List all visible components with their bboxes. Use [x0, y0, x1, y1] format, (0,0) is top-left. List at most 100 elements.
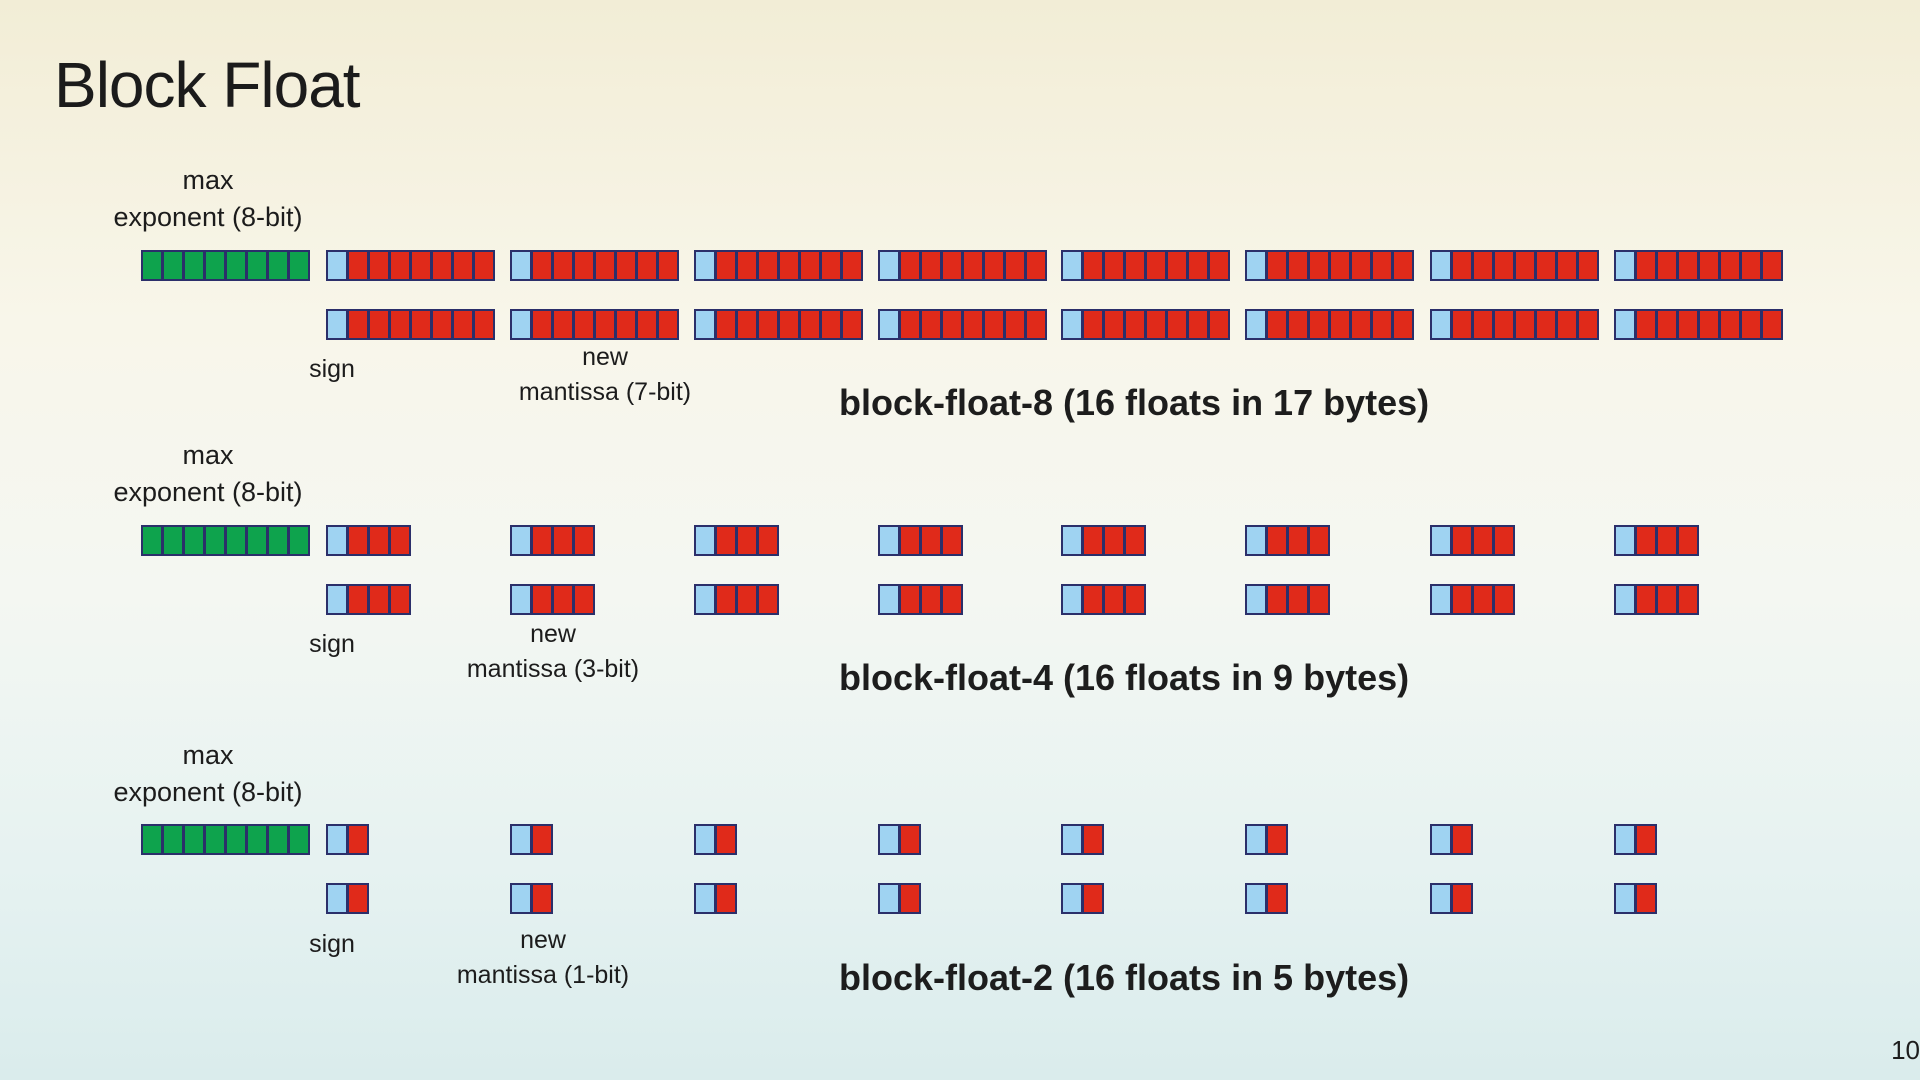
sign-bit: [878, 824, 900, 855]
mantissa-bit: [1556, 250, 1578, 281]
mantissa-bit: [347, 883, 369, 914]
exponent-bit: [204, 525, 226, 556]
exponent-label-1-line1: max: [182, 165, 234, 195]
mantissa-bit: [347, 824, 369, 855]
sign-label-1: sign: [309, 355, 355, 383]
mantissa-bit: [1451, 250, 1473, 281]
slide-title: Block Float: [54, 49, 361, 121]
mantissa-label-3-line2: mantissa (1-bit): [456, 961, 630, 989]
mantissa-bit: [1287, 250, 1309, 281]
mantissa-bit: [1004, 250, 1026, 281]
exponent-bit: [141, 525, 163, 556]
exponent-bit: [225, 824, 247, 855]
mantissa-bit: [1308, 584, 1330, 615]
mantissa-bit: [1451, 309, 1473, 340]
sign-bit: [694, 883, 716, 914]
exponent-bit: [246, 250, 268, 281]
mantissa-bit: [1635, 309, 1657, 340]
mantissa-bit: [1082, 309, 1104, 340]
sign-bit: [326, 309, 348, 340]
mantissa-bit: [573, 309, 595, 340]
mantissa-bit: [899, 883, 921, 914]
mantissa-bit: [347, 525, 369, 556]
mantissa-bit: [368, 250, 390, 281]
mantissa-bit: [594, 250, 616, 281]
mantissa-bit: [1082, 584, 1104, 615]
mantissa-bit: [778, 309, 800, 340]
sign-bit: [1430, 824, 1452, 855]
sign-bit: [326, 883, 348, 914]
mantissa-bit: [368, 309, 390, 340]
mantissa-bit: [1266, 584, 1288, 615]
mantissa-label-2-line1: new: [530, 620, 576, 648]
sign-bit: [1245, 525, 1267, 556]
mantissa-bit: [1124, 584, 1146, 615]
mantissa-bit: [1208, 250, 1230, 281]
mantissa-bit: [1266, 525, 1288, 556]
mantissa-bit: [531, 525, 553, 556]
mantissa-bit: [1451, 584, 1473, 615]
sign-bit: [878, 525, 900, 556]
sign-bit: [1061, 584, 1083, 615]
mantissa-bit: [1103, 250, 1125, 281]
mantissa-bit: [1635, 584, 1657, 615]
mantissa-bit: [1698, 309, 1720, 340]
sign-bit: [1430, 883, 1452, 914]
mantissa-bit: [1329, 250, 1351, 281]
sign-bit: [1245, 309, 1267, 340]
mantissa-bit: [1082, 525, 1104, 556]
mantissa-bit: [841, 250, 863, 281]
sign-bit: [326, 525, 348, 556]
mantissa-bit: [1266, 883, 1288, 914]
mantissa-bit: [1514, 250, 1536, 281]
sign-bit: [694, 525, 716, 556]
mantissa-bit: [531, 584, 553, 615]
mantissa-label-1-line2: mantissa (7-bit): [518, 378, 692, 406]
mantissa-bit: [1535, 309, 1557, 340]
sign-bit: [1614, 824, 1636, 855]
mantissa-bit: [431, 250, 453, 281]
sign-bit: [1614, 883, 1636, 914]
mantissa-bit: [347, 584, 369, 615]
mantissa-bit: [531, 883, 553, 914]
mantissa-bit: [1719, 250, 1741, 281]
sign-bit: [694, 309, 716, 340]
mantissa-bit: [899, 584, 921, 615]
mantissa-bit: [899, 309, 921, 340]
sign-bit: [1245, 584, 1267, 615]
sign-bit: [878, 309, 900, 340]
mantissa-label-2-line2: mantissa (3-bit): [466, 655, 640, 683]
exponent-bit: [267, 525, 289, 556]
mantissa-label-1-line1: new: [582, 343, 628, 371]
mantissa-bit: [715, 309, 737, 340]
mantissa-bit: [715, 525, 737, 556]
mantissa-bit: [431, 309, 453, 340]
sign-bit: [510, 250, 532, 281]
sign-bit: [694, 250, 716, 281]
exponent-bit: [288, 250, 310, 281]
mantissa-bit: [657, 250, 679, 281]
mantissa-bit: [389, 309, 411, 340]
mantissa-bit: [736, 309, 758, 340]
mantissa-bit: [1308, 309, 1330, 340]
mantissa-bit: [1677, 250, 1699, 281]
mantissa-bit: [1514, 309, 1536, 340]
mantissa-bit: [1451, 883, 1473, 914]
exponent-bit: [267, 250, 289, 281]
sign-bit: [510, 584, 532, 615]
exponent-label-2-line1: max: [182, 440, 234, 470]
mantissa-bit: [841, 309, 863, 340]
mantissa-bit: [1656, 584, 1678, 615]
sign-bit: [1061, 824, 1083, 855]
exponent-bit: [246, 525, 268, 556]
mantissa-bit: [899, 250, 921, 281]
mantissa-bit: [1208, 309, 1230, 340]
mantissa-bit: [1124, 525, 1146, 556]
mantissa-bit: [368, 525, 390, 556]
mantissa-bit: [1187, 309, 1209, 340]
mantissa-bit: [1166, 309, 1188, 340]
sign-bit: [1614, 525, 1636, 556]
mantissa-bit: [920, 309, 942, 340]
exponent-bit: [288, 525, 310, 556]
mantissa-bit: [657, 309, 679, 340]
